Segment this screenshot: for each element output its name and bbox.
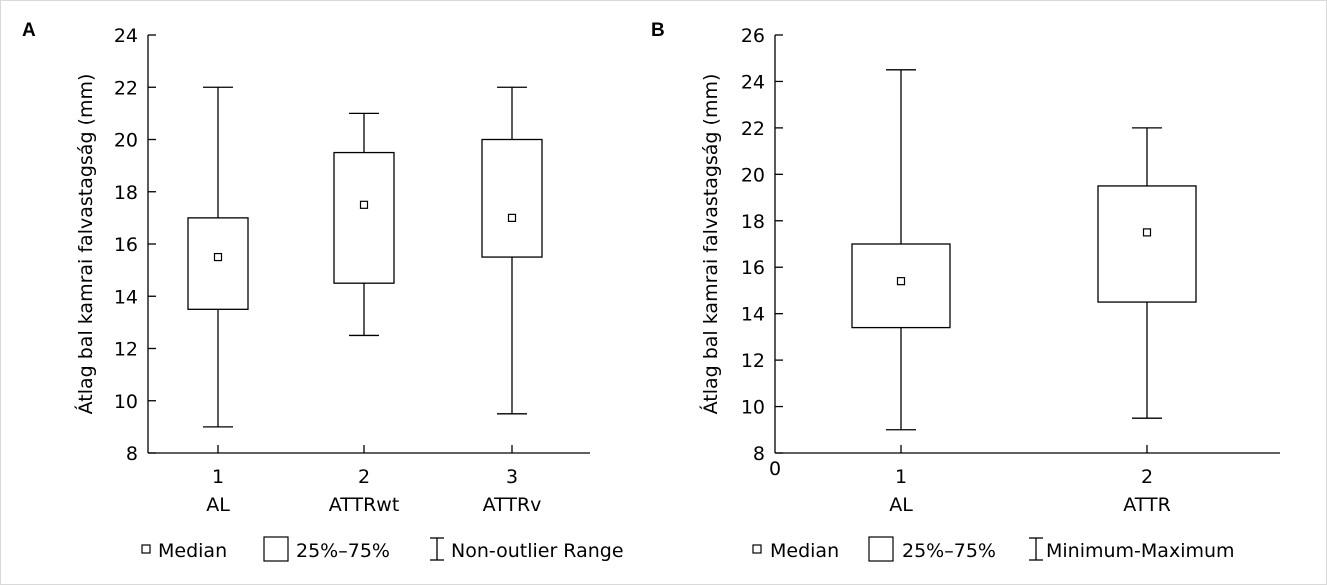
y-tick-label: 16 xyxy=(741,257,765,279)
x-tick-label: 1 xyxy=(212,466,224,488)
median-marker xyxy=(896,277,906,286)
y-tick-label: 18 xyxy=(114,182,138,204)
y-axis-label: Átlag bal kamrai falvastagság (mm) xyxy=(699,74,722,415)
x-tick-label: 1 xyxy=(895,466,907,488)
category-label: ATTRwt xyxy=(329,494,400,516)
y-tick-label: 12 xyxy=(114,339,138,361)
median-marker xyxy=(507,213,517,222)
legend-median-label: Median xyxy=(770,540,839,562)
y-tick-label: 22 xyxy=(114,77,138,99)
y-tick-label: 10 xyxy=(114,391,138,413)
y-tick-label: 10 xyxy=(741,397,765,419)
category-label: ATTRv xyxy=(483,494,542,516)
median-marker xyxy=(213,252,223,262)
legend-median-symbol xyxy=(752,544,762,554)
legend-box-symbol xyxy=(263,536,289,562)
y-tick-label: 24 xyxy=(114,25,138,47)
y-tick-label: 8 xyxy=(126,443,138,465)
legend-whisker-label: Non-outlier Range xyxy=(451,540,624,562)
y-tick-label: 20 xyxy=(741,164,765,186)
y-tick-label: 16 xyxy=(114,234,138,256)
x-origin-label: 0 xyxy=(769,458,781,480)
category-label: ATTR xyxy=(1123,494,1171,516)
y-tick-label: 20 xyxy=(114,130,138,152)
y-tick-label: 8 xyxy=(753,443,765,465)
median-marker xyxy=(1142,228,1152,237)
y-tick-label: 26 xyxy=(741,25,765,47)
y-tick-label: 24 xyxy=(741,71,765,93)
y-tick-label: 18 xyxy=(741,211,765,233)
x-tick-label: 2 xyxy=(1141,466,1153,488)
iqr-box xyxy=(481,138,543,258)
legend-median-label: Median xyxy=(158,540,227,562)
y-tick-label: 12 xyxy=(741,350,765,372)
y-axis-label: Átlag bal kamrai falvastagság (mm) xyxy=(74,74,97,415)
x-tick-label: 3 xyxy=(506,466,518,488)
median-marker xyxy=(359,200,369,209)
legend-box-symbol xyxy=(868,536,894,562)
iqr-box xyxy=(851,243,951,329)
y-tick-label: 22 xyxy=(741,118,765,140)
category-label: AL xyxy=(206,494,230,516)
legend-box-label: 25%–75% xyxy=(296,540,390,562)
legend-box-label: 25%–75% xyxy=(902,540,996,562)
category-label: AL xyxy=(889,494,913,516)
iqr-box xyxy=(187,217,249,310)
panel-label: A xyxy=(22,20,36,41)
y-tick-label: 14 xyxy=(741,304,765,326)
iqr-box xyxy=(333,151,395,284)
legend-whisker-label: Minimum-Maximum xyxy=(1046,540,1235,562)
y-tick-label: 14 xyxy=(114,286,138,308)
iqr-box xyxy=(1097,185,1197,303)
x-tick-label: 2 xyxy=(358,466,370,488)
panel-label: B xyxy=(651,20,665,41)
legend-median-symbol xyxy=(141,544,151,554)
